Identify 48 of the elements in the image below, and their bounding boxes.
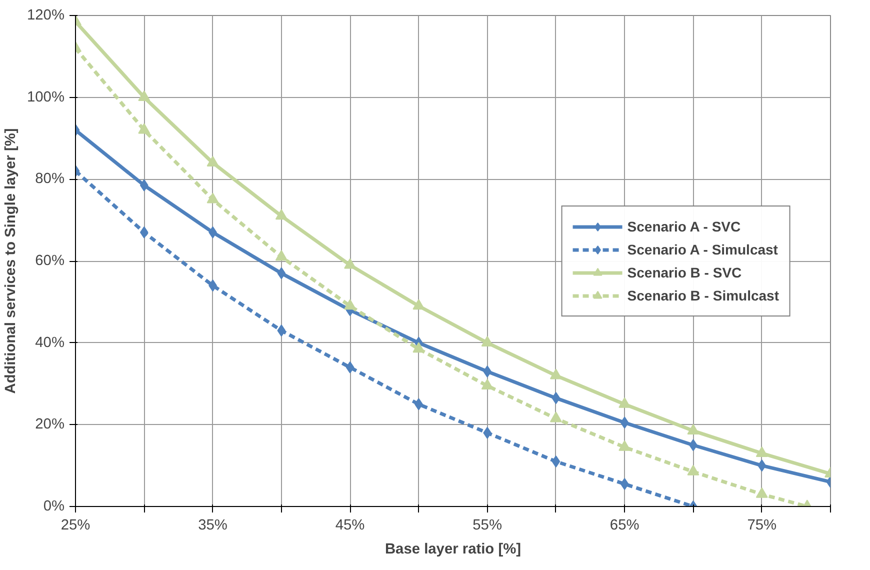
point (138, 123, 150, 134)
y-tick-label: 0% (43, 498, 65, 514)
point (550, 412, 562, 422)
point (277, 324, 286, 337)
point (344, 258, 356, 269)
point (140, 226, 148, 238)
point (412, 342, 425, 353)
y-tick-label: 20% (35, 416, 65, 433)
x-tick-label: 35% (198, 518, 228, 534)
y-tick-label: 80% (35, 171, 65, 188)
point (138, 90, 150, 102)
point (344, 299, 356, 310)
point (687, 464, 700, 476)
point (618, 440, 631, 451)
point (756, 446, 768, 457)
y-tick-label: 40% (35, 334, 65, 351)
point (275, 209, 288, 220)
x-tick-label: 25% (60, 518, 90, 534)
point (758, 460, 766, 472)
x-tick-label: 45% (335, 518, 365, 534)
point (618, 397, 631, 408)
x-tick-label: 55% (472, 518, 502, 534)
point (756, 487, 768, 498)
point (140, 179, 148, 192)
point (687, 424, 700, 434)
point (277, 267, 286, 280)
point (620, 478, 629, 490)
y-tick-label: 120% (27, 8, 65, 24)
point (275, 250, 288, 261)
point (481, 378, 494, 390)
point (552, 392, 560, 404)
x-tick-label: 75% (747, 518, 777, 534)
legend-label: Scenario B - SVC (627, 264, 742, 280)
point (346, 361, 354, 374)
point (206, 192, 219, 204)
point (552, 455, 560, 468)
point (412, 299, 425, 310)
legend-label: Scenario B - Simulcast (627, 287, 779, 303)
legend-label: Scenario A - Simulcast (627, 241, 778, 257)
x-axis-title: Base layer ratio [%] (384, 542, 522, 558)
point (206, 156, 219, 166)
point (620, 416, 629, 429)
legend-label: Scenario A - SVC (627, 218, 741, 234)
y-axis-title: Additional services to Single layer [%] (3, 128, 20, 394)
y-tick-label: 100% (27, 89, 65, 106)
point (550, 368, 562, 380)
y-tick-label: 60% (35, 253, 65, 269)
x-tick-label: 65% (610, 518, 640, 534)
